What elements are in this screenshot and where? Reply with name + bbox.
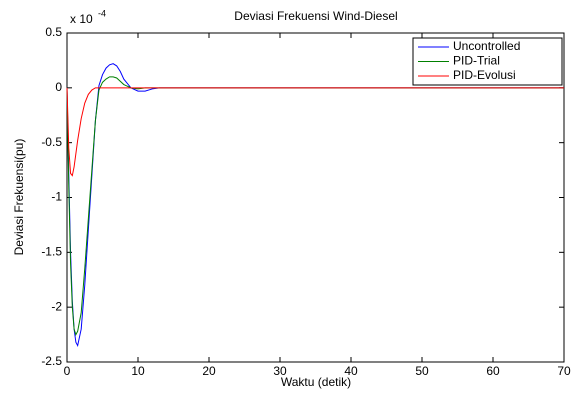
x-tick-label: 10 xyxy=(131,364,145,378)
x-tick-label: 30 xyxy=(273,364,287,378)
y-axis-label: Deviasi Frekuensi(pu) xyxy=(12,139,26,256)
y-tick-label: 0 xyxy=(55,80,62,94)
y-scale-base: x 10 xyxy=(70,12,93,26)
x-tick-label: 70 xyxy=(557,364,571,378)
series-line xyxy=(66,87,564,177)
legend-label: Uncontrolled xyxy=(453,39,520,53)
x-tick-label: 20 xyxy=(202,364,216,378)
legend-label: PID-Evolusi xyxy=(453,68,516,82)
y-scale-exponent: -4 xyxy=(98,8,106,18)
y-tick-label: -2 xyxy=(51,299,62,313)
y-tick-label: -1.5 xyxy=(41,245,62,259)
legend-label: PID-Trial xyxy=(453,54,500,68)
y-tick-label: -0.5 xyxy=(41,135,62,149)
x-tick-label: 0 xyxy=(64,364,71,378)
x-tick-label: 40 xyxy=(344,364,358,378)
x-tick-label: 60 xyxy=(486,364,500,378)
y-tick-label: 0.5 xyxy=(45,25,62,39)
x-tick-label: 50 xyxy=(415,364,429,378)
chart-title: Deviasi Frekuensi Wind-Diesel xyxy=(234,9,397,23)
y-tick-label: -1 xyxy=(51,190,62,204)
y-tick-label: -2.5 xyxy=(41,354,62,368)
x-axis-label: Waktu (detik) xyxy=(281,375,351,389)
